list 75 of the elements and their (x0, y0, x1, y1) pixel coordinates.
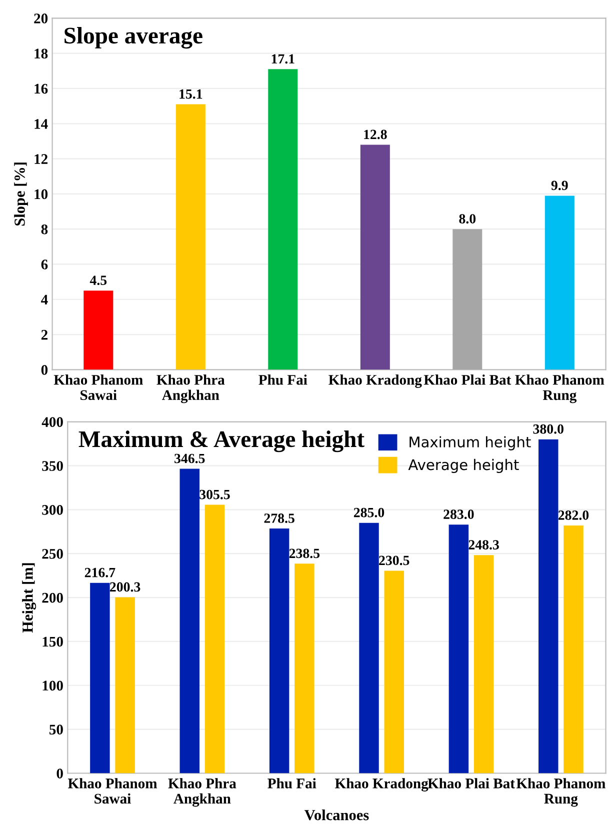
legend-label: Maximum height (410, 436, 531, 450)
data-label: 380.0 (533, 424, 564, 434)
y-axis-title: Height [m] (22, 563, 36, 633)
x-tick-label: Khao Phra Angkhan (156, 374, 225, 404)
y-tick-label: 16 (34, 84, 48, 94)
data-label: 238.5 (289, 548, 320, 558)
x-tick-label: Phu Fai (268, 778, 316, 788)
data-label: 4.5 (90, 276, 107, 286)
bar (544, 196, 574, 370)
data-label: 12.8 (364, 130, 387, 140)
y-tick-label: 0 (56, 768, 63, 778)
chart-title: Maximum & Average height (78, 430, 364, 452)
x-tick-label: Khao Phra Angkhan (168, 778, 236, 807)
bar (180, 468, 200, 774)
bar (359, 522, 379, 774)
y-tick-label: 200 (42, 592, 63, 603)
y-axis-title: Slope [%] (14, 162, 28, 226)
y-tick-label: 0 (41, 365, 48, 375)
bar (384, 570, 404, 774)
data-label: 230.5 (379, 556, 410, 566)
data-label: 305.5 (200, 490, 230, 500)
x-tick-label: Phu Fai (258, 374, 308, 385)
y-tick-label: 350 (42, 461, 63, 471)
data-label: 15.1 (180, 89, 202, 99)
x-tick-label: Khao Phanom Sawai (68, 778, 158, 804)
x-tick-label: Khao Plai Bat (424, 374, 512, 385)
data-label: 216.7 (84, 568, 116, 578)
data-label: 9.9 (551, 180, 568, 190)
bar (360, 144, 390, 370)
bar (538, 439, 558, 774)
data-label: 278.5 (264, 514, 294, 523)
bar (452, 229, 482, 370)
y-tick-label: 400 (42, 417, 63, 427)
y-tick-label: 10 (34, 189, 48, 200)
bar (204, 504, 225, 774)
x-tick-label: Khao Phanom Rung (516, 778, 606, 807)
bar (115, 597, 135, 774)
legend-label: Average height (408, 458, 519, 474)
y-tick-label: 6 (41, 260, 48, 270)
data-label: 346.5 (174, 454, 205, 464)
data-label: 285.0 (354, 508, 384, 518)
y-tick-label: 14 (34, 119, 48, 129)
y-tick-label: 250 (42, 548, 63, 559)
y-tick-label: 4 (41, 294, 48, 304)
x-tick-label: Khao Plai Bat (428, 778, 515, 788)
data-label: 283.0 (444, 510, 474, 520)
data-label: 282.0 (558, 510, 589, 520)
bar (269, 528, 290, 774)
x-tick-label: Khao Kradong (328, 374, 422, 388)
data-label: 248.3 (468, 540, 499, 550)
chart-title: Slope average (64, 26, 202, 49)
bar (90, 582, 110, 774)
bar (294, 564, 314, 774)
y-tick-label: 20 (34, 14, 48, 24)
bar (474, 555, 494, 774)
y-tick-label: 2 (41, 330, 48, 340)
bar (448, 524, 469, 774)
bar (176, 104, 206, 370)
bar (268, 69, 298, 370)
bar (564, 525, 584, 774)
x-tick-label: Khao Phanom Rung (515, 374, 604, 404)
data-label: 17.1 (272, 54, 294, 64)
x-axis-title: Volcanoes (304, 809, 369, 820)
data-label: 8.0 (459, 214, 476, 224)
y-tick-label: 100 (42, 680, 63, 691)
bar (84, 290, 114, 370)
x-tick-label: Khao Kradong (335, 778, 428, 792)
y-tick-label: 8 (41, 224, 48, 234)
x-tick-label: Khao Phanom Sawai (54, 374, 143, 400)
y-tick-label: 300 (42, 505, 63, 515)
y-tick-label: 18 (34, 48, 48, 59)
y-tick-label: 150 (42, 636, 63, 647)
y-tick-label: 12 (34, 154, 48, 164)
y-tick-label: 50 (49, 724, 63, 735)
data-label: 200.3 (110, 582, 140, 592)
